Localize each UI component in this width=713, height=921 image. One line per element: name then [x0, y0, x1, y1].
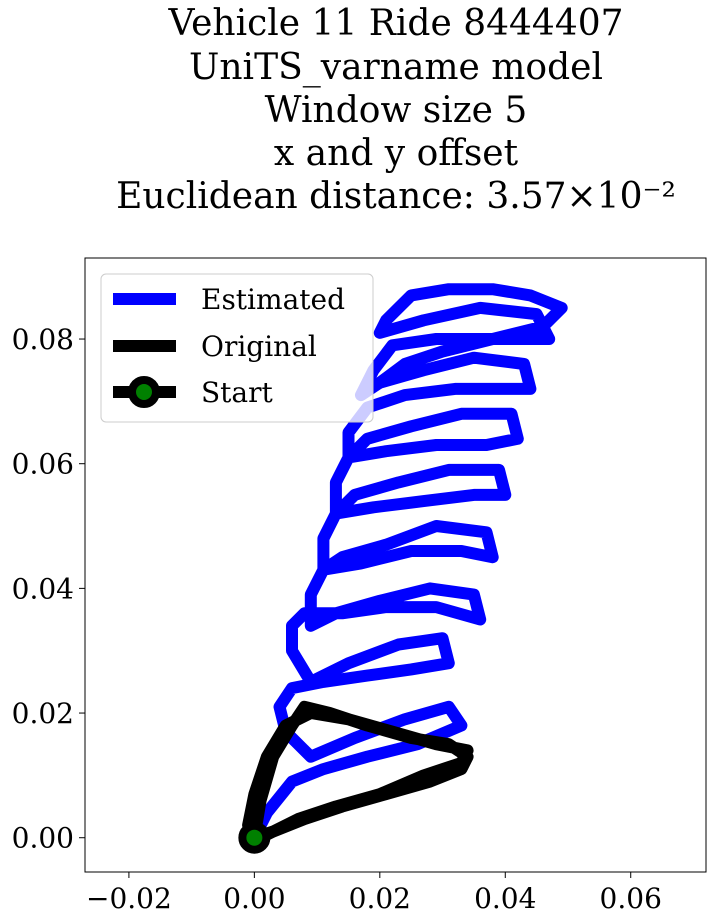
y-tick-label: 0.06 [12, 448, 74, 481]
y-tick-label: 0.04 [12, 572, 74, 605]
series-estimated [248, 283, 568, 844]
x-tick-label: 0.00 [223, 882, 285, 915]
legend: Estimated Original Start [100, 273, 374, 423]
y-tick-label: 0.08 [12, 323, 74, 356]
title-line-4: x and y offset [274, 133, 519, 174]
legend-swatch-start-marker [128, 376, 160, 408]
x-tick-label: −0.02 [86, 882, 172, 915]
title-line-2: UniTS_varname model [189, 47, 603, 88]
x-tick-label: 0.04 [474, 882, 536, 915]
x-tick-label: 0.06 [600, 882, 662, 915]
title-line-1: Vehicle 11 Ride 8444407 [167, 3, 623, 44]
title-line-3: Window size 5 [265, 90, 528, 131]
y-tick-label: 0.02 [12, 697, 74, 730]
legend-label-original: Original [201, 330, 317, 363]
y-tick-label: 0.00 [12, 822, 74, 855]
start-marker [238, 821, 271, 854]
legend-box [100, 273, 374, 423]
title-line-5: Euclidean distance: 3.57×10⁻² [116, 176, 676, 217]
x-tick-label: 0.02 [349, 882, 411, 915]
y-axis: 0.00 0.02 0.04 0.06 0.08 [12, 323, 85, 855]
legend-label-start: Start [201, 376, 274, 409]
x-axis: −0.02 0.00 0.02 0.04 0.06 [86, 872, 662, 915]
plot-area [238, 283, 568, 854]
legend-label-estimated: Estimated [201, 283, 345, 316]
chart-title: Vehicle 11 Ride 8444407 UniTS_varname mo… [116, 3, 676, 217]
plot-frame [84, 257, 707, 873]
